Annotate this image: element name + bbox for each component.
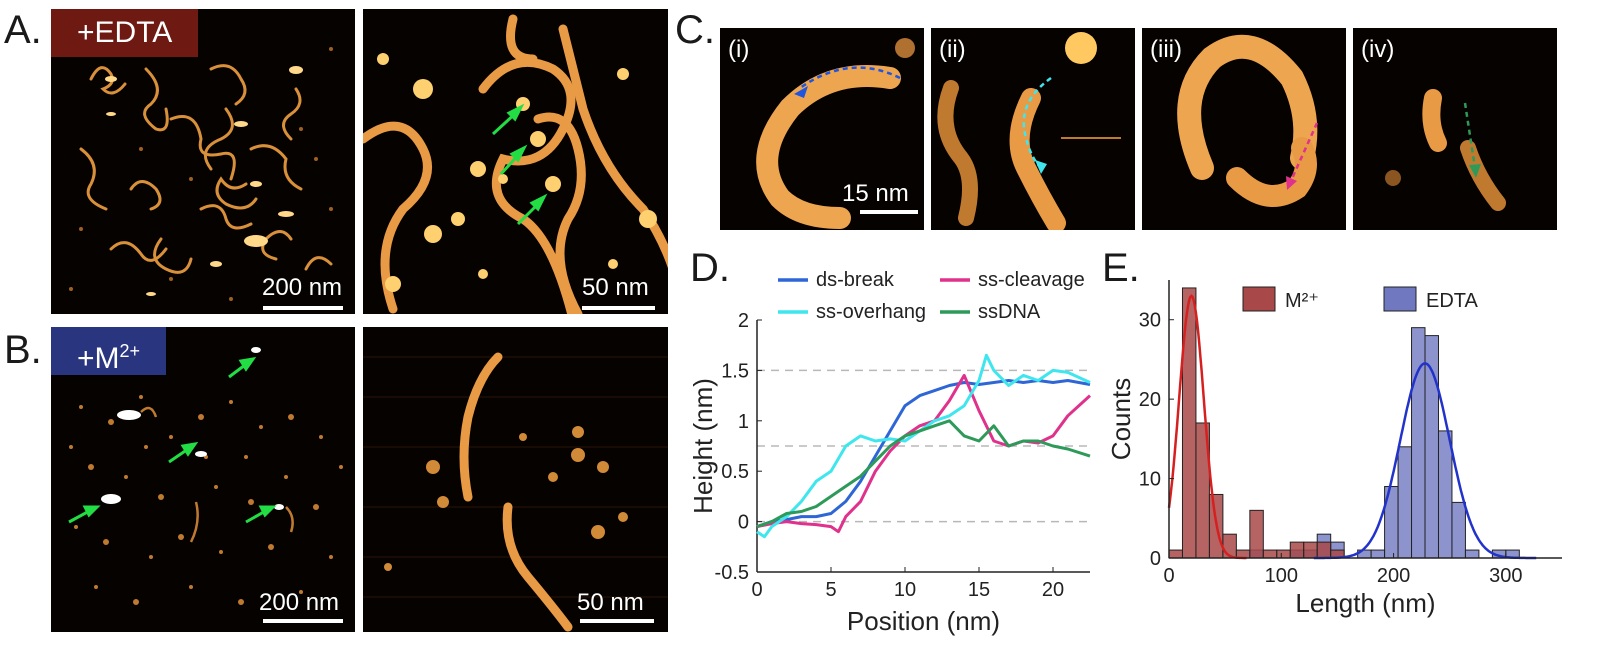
condition-label-m2: +M2+ xyxy=(51,327,167,375)
afm-image-a-overview: +EDTA 200 nm xyxy=(51,9,355,314)
bar-m2-0 xyxy=(1168,549,1183,559)
legend-label-edta: EDTA xyxy=(1426,290,1479,312)
series-line-ssdna xyxy=(756,419,1091,529)
x-tick-label-100: 100 xyxy=(1265,565,1298,587)
bar-edta-180 xyxy=(1370,549,1386,559)
legend-swatch-m2 xyxy=(1242,286,1276,312)
x-tick-label-15: 15 xyxy=(968,579,990,601)
bar-edta-240 xyxy=(1437,430,1453,559)
panel-letter-e: E. xyxy=(1102,246,1140,290)
y-tick-label-0: 0 xyxy=(1150,548,1161,570)
scale-bar-a-left xyxy=(263,306,343,310)
x-tick-label-0: 0 xyxy=(751,579,762,601)
afm-image-a-zoom: 50 nm xyxy=(363,9,668,314)
afm-image-c-iii: (iii) xyxy=(1142,28,1346,230)
bar-edta-216 xyxy=(1411,327,1426,559)
x-tick-label-0: 0 xyxy=(1163,565,1174,587)
afm-c-i-strand xyxy=(756,38,915,229)
bar-edta-204 xyxy=(1397,446,1413,559)
y-axis-label: Counts xyxy=(1106,378,1136,460)
panel-letter-b: B. xyxy=(4,328,42,372)
y-tick-label-10: 10 xyxy=(1139,469,1161,491)
bar-m2-72 xyxy=(1249,509,1264,559)
y-tick-label-4: 1.5 xyxy=(721,360,749,382)
x-tick-label-20: 20 xyxy=(1042,579,1064,601)
chart-length-histogram: 0 100 200 300 0 10 20 30 Length (nm) Counts M²⁺ EDT… xyxy=(1106,280,1562,618)
afm-b-zoom-strands xyxy=(363,352,668,632)
scale-bar-a-right xyxy=(582,306,655,310)
legend-label-ssdna: ssDNA xyxy=(978,301,1041,323)
afm-a-zoom-strands xyxy=(363,14,668,314)
series-line-ds-break xyxy=(756,379,1091,529)
scale-text-b-right: 50 nm xyxy=(577,589,644,616)
subpanel-label-iv: (iv) xyxy=(1361,36,1395,63)
x-tick-label-200: 200 xyxy=(1377,565,1410,587)
x-axis-label: Length (nm) xyxy=(1295,588,1435,618)
y-tick-label-1: 0 xyxy=(738,512,749,534)
legend-label-ss-cleavage: ss-cleavage xyxy=(978,269,1085,291)
afm-image-b-zoom: 50 nm xyxy=(363,327,668,632)
legend-swatch-edta xyxy=(1383,286,1417,312)
legend-label-m2: M²⁺ xyxy=(1285,290,1319,312)
y-axis-label: Height (nm) xyxy=(690,378,718,514)
scale-text-b-left: 200 nm xyxy=(259,589,340,616)
scale-text-c: 15 nm xyxy=(842,180,909,207)
condition-label-m2-main: +M xyxy=(77,342,120,375)
afm-image-b-overview: +M2+ 200 nm xyxy=(51,327,355,632)
y-tick-label-0: -0.5 xyxy=(715,562,749,584)
y-tick-label-2: 0.5 xyxy=(721,461,749,483)
scale-bar-b-left xyxy=(263,619,343,623)
fit-curve-edta xyxy=(1313,362,1537,560)
bar-edta-252 xyxy=(1451,501,1466,559)
y-tick-label-20: 20 xyxy=(1139,389,1161,411)
legend-label-ds-break: ds-break xyxy=(816,269,895,291)
afm-b-overview-particles xyxy=(68,347,343,605)
scale-bar-b-right xyxy=(580,619,654,623)
afm-image-c-iv: (iv) xyxy=(1353,28,1557,230)
afm-c-iv-strand xyxy=(1385,89,1506,211)
panel-letter-d: D. xyxy=(690,246,730,290)
y-tick-label-3: 1 xyxy=(738,411,749,433)
scale-bar-c xyxy=(860,210,918,214)
y-tick-label-30: 30 xyxy=(1139,310,1161,332)
bar-m2-132 xyxy=(1316,541,1332,559)
x-axis-label: Position (nm) xyxy=(847,606,1000,636)
afm-image-c-ii: (ii) xyxy=(931,28,1135,230)
x-tick-label-5: 5 xyxy=(825,579,836,601)
bar-m2-120 xyxy=(1303,541,1318,559)
y-tick-label-5: 2 xyxy=(738,310,749,332)
x-tick-label-300: 300 xyxy=(1489,565,1522,587)
condition-label-m2-sup: 2+ xyxy=(119,341,141,361)
afm-c-ii-strand xyxy=(937,32,1121,230)
afm-a-overview-strands xyxy=(69,37,333,301)
panel-letter-a: A. xyxy=(4,8,42,52)
scale-text-a-left: 200 nm xyxy=(262,274,343,301)
bar-m2-84 xyxy=(1262,549,1278,559)
subpanel-label-iii: (iii) xyxy=(1150,36,1182,63)
x-tick-label-10: 10 xyxy=(894,579,916,601)
bar-edta-264 xyxy=(1464,549,1480,559)
subpanel-label-i: (i) xyxy=(728,36,750,63)
scale-text-a-right: 50 nm xyxy=(582,274,649,301)
fit-curve-m2 xyxy=(1167,294,1247,560)
afm-c-iii-strand xyxy=(1177,34,1319,207)
legend-label-ss-overhang: ss-overhang xyxy=(816,301,926,323)
bar-m2-108 xyxy=(1289,541,1305,559)
afm-image-c-i: (i) 15 nm xyxy=(720,28,924,230)
subpanel-label-ii: (ii) xyxy=(939,36,966,63)
condition-label-edta: +EDTA xyxy=(51,9,199,57)
panel-letter-c: C. xyxy=(675,8,715,52)
bar-m2-96 xyxy=(1276,549,1291,559)
